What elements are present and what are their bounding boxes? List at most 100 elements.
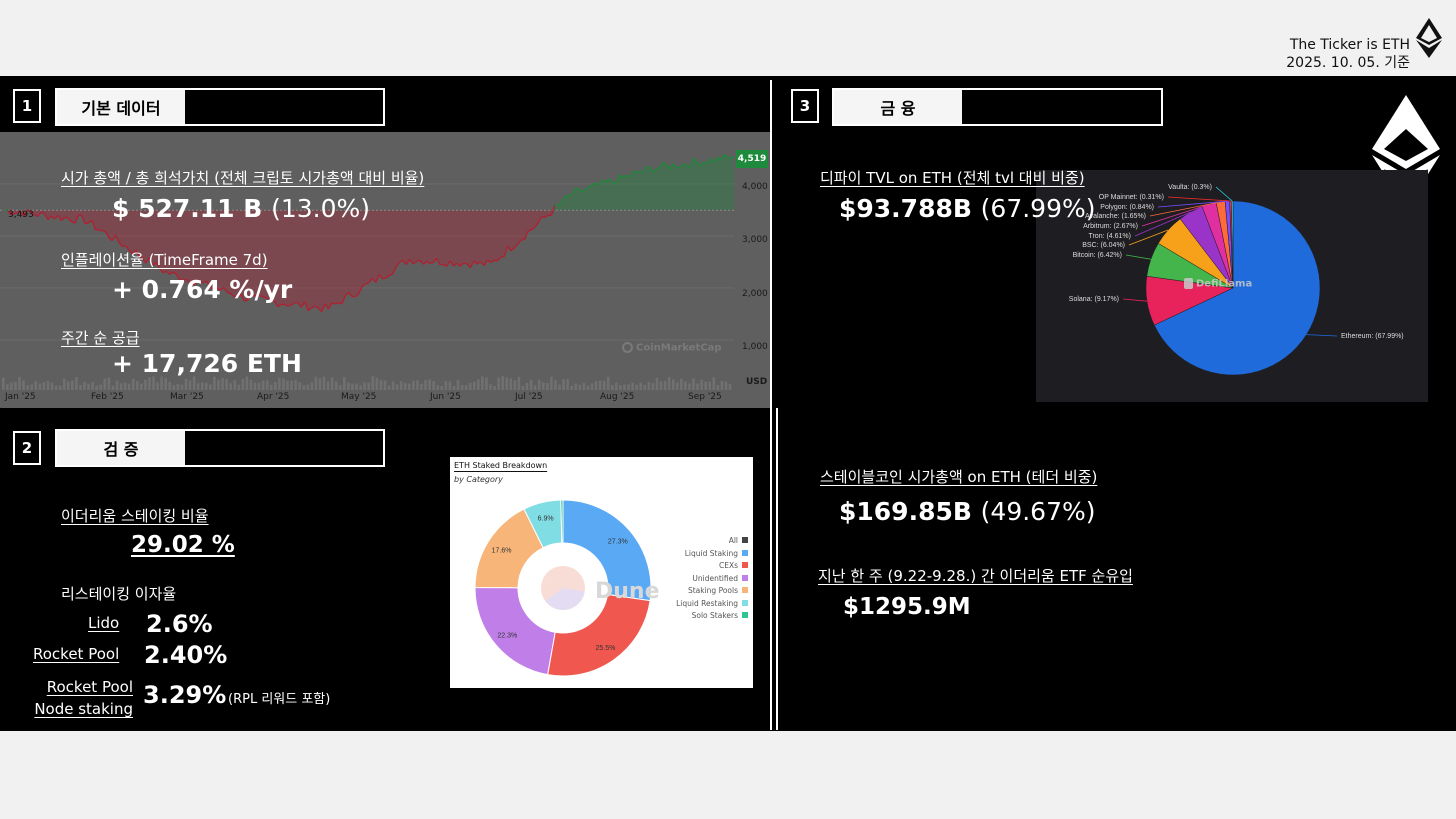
volume-bar	[302, 385, 306, 390]
price-line-segment	[713, 156, 718, 163]
price-line-segment	[665, 164, 671, 170]
price-line-segment	[648, 166, 654, 173]
volume-bar	[290, 380, 293, 390]
legend-item[interactable]: Unidentified	[648, 573, 748, 586]
eth-staked-breakdown-chart: ETH Staked Breakdown by Category 27.3% 25…	[450, 457, 753, 688]
price-line-segment	[719, 154, 725, 161]
volume-bar	[99, 384, 103, 390]
lido-rate: 2.6%	[146, 610, 213, 638]
price-line-segment	[554, 203, 559, 206]
price-line-segment	[138, 255, 143, 260]
rocket-pool-link[interactable]: Rocket Pool	[33, 645, 120, 663]
price-line-segment	[230, 292, 235, 297]
price-line-segment	[10, 213, 15, 216]
volume-bar	[140, 383, 143, 390]
legend-item[interactable]: All	[648, 535, 748, 548]
volume-bar	[87, 383, 90, 390]
volume-bar	[586, 385, 590, 390]
chart-subtitle: by Category	[454, 475, 503, 484]
legend-item[interactable]: Liquid Staking	[648, 548, 748, 561]
price-line-segment	[490, 259, 495, 264]
volume-bar	[237, 384, 241, 390]
volume-bar	[209, 384, 212, 390]
price-line-segment	[23, 209, 29, 217]
volume-bar	[497, 377, 500, 390]
price-line-segment	[486, 259, 492, 264]
staking-ratio-value: 29.02 %	[131, 532, 235, 558]
donut-data-label: 6.9%	[538, 516, 554, 523]
price-line-segment	[169, 271, 174, 275]
volume-bar	[611, 385, 614, 390]
volume-bar	[688, 383, 691, 390]
price-line-segment	[611, 181, 617, 185]
volume-bar	[570, 385, 573, 390]
donut-slice-cexs	[547, 593, 651, 677]
section-title: 검 증	[57, 431, 185, 465]
price-line-segment	[192, 282, 198, 286]
volume-bar	[225, 378, 228, 390]
volume-bar	[533, 385, 537, 390]
start-price-label: 3,493	[8, 210, 34, 220]
legend-swatch	[742, 599, 748, 606]
market-cap-label: 시가 총액 / 총 희석가치 (전체 크립토 시가총액 대비 비율)	[61, 169, 425, 187]
price-line-segment	[270, 299, 275, 302]
volume-bar	[144, 379, 147, 390]
volume-bar	[241, 378, 245, 390]
volume-bar	[728, 383, 732, 390]
legend-item[interactable]: Staking Pools	[648, 585, 748, 598]
dune-watermark: Dune	[595, 579, 660, 604]
price-line-segment	[628, 171, 634, 178]
price-line-segment	[34, 214, 39, 218]
lido-link[interactable]: Lido	[88, 614, 120, 632]
volume-bar	[119, 383, 123, 390]
section-number: 3	[791, 89, 819, 123]
volume-bar	[314, 376, 318, 390]
price-line-segment	[564, 194, 569, 197]
donut-slice-liquid-staking	[562, 499, 652, 602]
price-line-segment	[730, 156, 735, 159]
price-line-segment	[412, 261, 417, 265]
price-line-segment	[304, 301, 309, 311]
volume-bar	[253, 382, 257, 390]
volume-bar	[712, 377, 716, 390]
eth-price-chart	[0, 132, 770, 408]
price-line-segment	[601, 179, 606, 183]
donut-slice-unidentified	[474, 586, 556, 676]
price-line-segment	[108, 237, 113, 242]
price-line-segment	[335, 302, 339, 305]
volume-bar	[294, 379, 297, 390]
volume-bar	[509, 378, 513, 390]
volume-bar	[200, 382, 204, 390]
rocket-pool-node-link[interactable]: Rocket Pool Node staking	[34, 678, 133, 718]
legend-item[interactable]: Liquid Restaking	[648, 598, 748, 611]
pie-leader-line	[1125, 254, 1151, 260]
volume-bar	[172, 385, 176, 390]
volume-bar	[184, 378, 188, 390]
volume-bar	[521, 385, 525, 390]
volume-bar	[590, 383, 594, 390]
volume-bar	[643, 384, 647, 390]
volume-bar	[351, 383, 354, 390]
volume-bar	[156, 382, 159, 390]
price-line-segment	[436, 258, 441, 265]
volume-bar	[700, 379, 703, 390]
inflation-value: + 0.764 %/yr	[112, 275, 293, 304]
legend-item[interactable]: Solo Stakers	[648, 610, 748, 623]
legend-label: CEXs	[718, 561, 738, 570]
legend-item[interactable]: CEXs	[648, 560, 748, 573]
price-line-segment	[155, 261, 161, 269]
pie-label: Ethereum: (67.99%)	[1341, 333, 1404, 340]
volume-bar	[71, 380, 74, 390]
net-supply-label: 주간 순 공급	[61, 329, 140, 347]
price-line-segment	[287, 304, 292, 307]
volume-bar	[602, 380, 606, 390]
volume-bar	[286, 380, 289, 390]
volume-bar	[558, 384, 561, 390]
price-line-segment	[162, 270, 167, 274]
price-line-segment	[40, 211, 45, 215]
price-line-segment	[669, 163, 674, 170]
chart-title[interactable]: ETH Staked Breakdown	[454, 461, 548, 470]
volume-bar	[432, 381, 435, 390]
volume-bar	[58, 385, 62, 390]
volume-bar	[261, 380, 265, 390]
